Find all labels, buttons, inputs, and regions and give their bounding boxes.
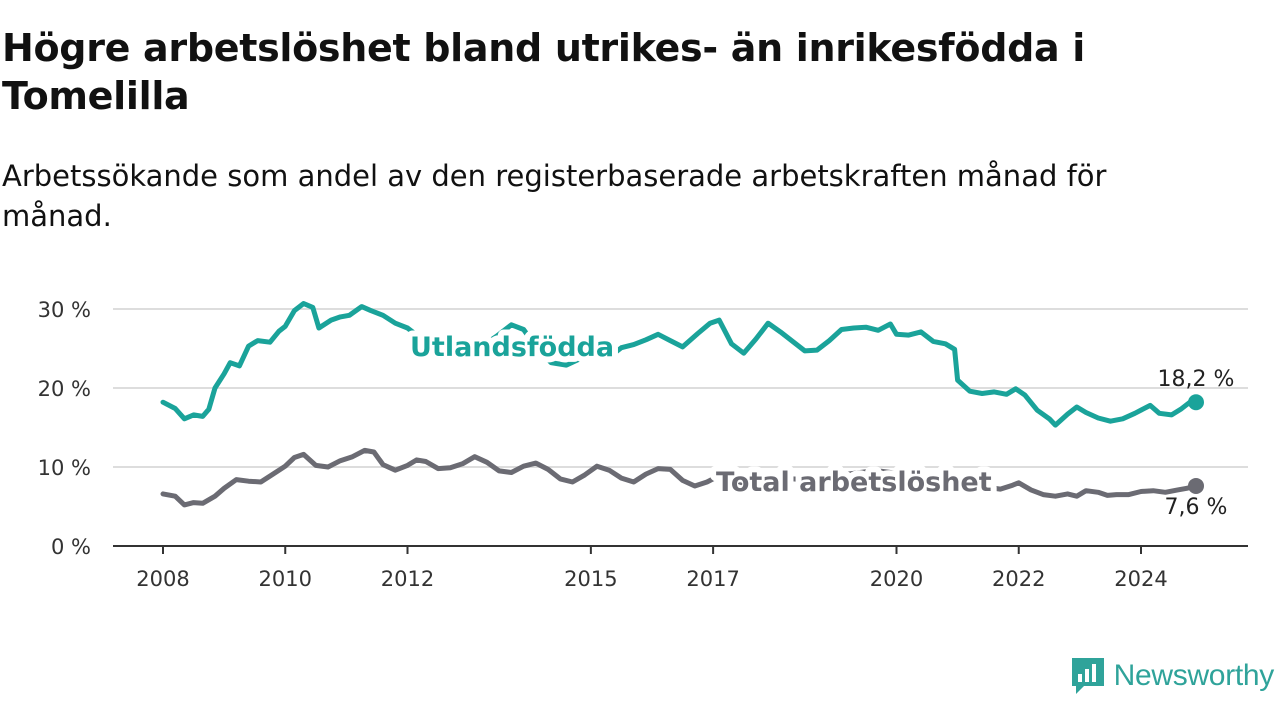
series-lines <box>160 301 1204 508</box>
x-tick-label: 2022 <box>992 567 1045 591</box>
y-axis-ticks: 0 % 10 % 20 % 30 % <box>38 298 91 559</box>
x-tick-label: 2015 <box>564 567 617 591</box>
x-tick-label: 2010 <box>259 567 312 591</box>
y-tick-label: 30 % <box>38 298 91 322</box>
chart-title: Högre arbetslöshet bland utrikes- än inr… <box>2 26 1085 118</box>
end-point-utlandsfodda <box>1188 394 1204 411</box>
end-value-label-utlandsfodda: 18,2 % <box>1158 367 1235 392</box>
gridlines <box>113 308 1248 468</box>
series-label-halo: Total arbetslöshet <box>716 467 992 498</box>
y-tick-label: 20 % <box>38 377 91 401</box>
x-tick-label: 2020 <box>870 567 923 591</box>
series-line-utlandsfodda <box>160 301 1199 428</box>
x-axis: 2008 2010 2012 2015 2017 2020 2022 2024 <box>113 545 1248 591</box>
end-value-label-total-arbetsloshet: 7,6 % <box>1165 495 1228 520</box>
chart-subtitle: Arbetssökande som andel av den registerb… <box>2 159 1107 233</box>
x-tick-label: 2012 <box>381 567 434 591</box>
y-tick-label: 10 % <box>38 456 91 480</box>
brand-name: Newsworthy <box>1113 659 1275 692</box>
series-label-total-arbetsloshet: Total arbetslöshet <box>716 467 992 498</box>
newsworthy-logo-icon <box>1071 658 1104 694</box>
newsworthy-logo: Newsworthy <box>1070 656 1274 696</box>
x-tick-label: 2017 <box>686 567 739 591</box>
x-tick-label: 2024 <box>1114 567 1167 591</box>
series-label-utlandsfodda: Utlandsfödda <box>410 332 614 363</box>
series-line-total-arbetsloshet <box>160 447 1199 508</box>
x-tick-label: 2008 <box>136 567 189 591</box>
y-tick-label: 0 % <box>51 535 91 559</box>
end-point-total-arbetsloshet <box>1188 477 1204 494</box>
series-label-halo: Utlandsfödda <box>410 332 614 363</box>
